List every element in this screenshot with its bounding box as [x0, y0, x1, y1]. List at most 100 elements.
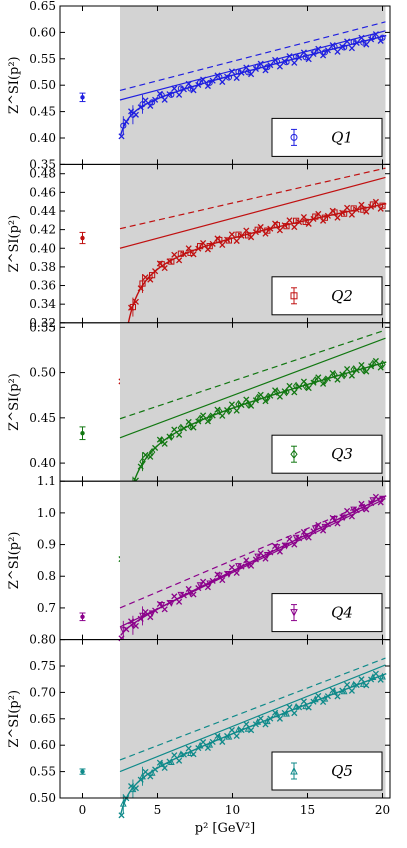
- data-point: [176, 257, 183, 264]
- y-tick-label: 0.80: [29, 633, 56, 647]
- y-tick-label: 0.32: [29, 316, 56, 330]
- data-point: [291, 710, 298, 717]
- data-marker: [264, 64, 271, 71]
- data-marker: [158, 760, 166, 767]
- y-tick-label: 0.40: [29, 456, 56, 470]
- data-point: [276, 548, 283, 555]
- solid-fit-line: [119, 337, 386, 439]
- data-point: [372, 31, 379, 38]
- data-point: [152, 766, 159, 773]
- data-marker: [254, 63, 261, 70]
- y-tick-label: 0.42: [29, 223, 56, 237]
- data-marker: [369, 201, 376, 208]
- data-point: [219, 412, 226, 419]
- data-point: [132, 298, 139, 305]
- data-marker: [225, 237, 233, 244]
- data-point: [248, 402, 255, 409]
- y-tick-label: 0.8: [37, 569, 56, 583]
- data-marker: [245, 232, 252, 239]
- data-marker: [379, 202, 386, 209]
- data-marker: [148, 447, 156, 457]
- data-marker: [139, 612, 146, 620]
- data-point: [315, 210, 322, 217]
- panel-1: 0.35 0.40 0.45 0.50 0.55 0.60 0.65 Z^SI(p²) Q1: [7, 0, 391, 171]
- data-point: [286, 217, 293, 224]
- data-marker: [283, 59, 290, 66]
- data-point: [171, 593, 178, 600]
- data-point: [200, 578, 207, 585]
- data-point: [305, 704, 312, 711]
- data-point: [305, 220, 312, 227]
- zero-point: [80, 95, 85, 100]
- data-point: [276, 715, 283, 722]
- y-tick-label: 0.55: [29, 765, 56, 779]
- data-point: [276, 63, 283, 70]
- data-marker: [379, 672, 386, 680]
- data-point: [123, 626, 130, 633]
- data-point: [276, 227, 283, 234]
- data-point: [176, 757, 183, 764]
- y-tick-label: 0.60: [29, 25, 56, 39]
- data-marker: [235, 725, 242, 733]
- data-point: [171, 752, 178, 759]
- data-point: [209, 412, 216, 419]
- dashed-fit-line: [119, 494, 386, 609]
- zero-point: [80, 614, 85, 619]
- data-marker: [139, 101, 146, 108]
- data-point: [257, 550, 264, 557]
- solid-fit-line: [119, 176, 386, 249]
- data-point: [334, 520, 341, 527]
- data-point: [190, 591, 197, 598]
- legend-box: [271, 276, 383, 316]
- data-point: [176, 91, 183, 98]
- data-point: [372, 198, 379, 205]
- data-point: [353, 39, 360, 47]
- data-marker: [225, 732, 233, 740]
- data-marker: [129, 303, 137, 311]
- y-tick-label: 0.55: [29, 320, 56, 334]
- data-point: [296, 54, 303, 61]
- data-marker: [302, 218, 309, 225]
- data-marker: [254, 717, 262, 725]
- data-marker: [311, 695, 319, 703]
- data-point: [161, 440, 168, 447]
- data-point: [296, 704, 303, 711]
- data-point: [248, 727, 255, 734]
- data-marker: [254, 226, 261, 233]
- y-tick-label: 0.75: [29, 659, 56, 673]
- data-point: [257, 391, 264, 398]
- data-point: [334, 214, 341, 221]
- data-marker: [273, 58, 280, 65]
- y-tick-label: 0.35: [29, 157, 56, 171]
- data-marker: [158, 436, 165, 445]
- data-point: [324, 375, 331, 382]
- data-marker: [149, 99, 156, 106]
- data-point: [142, 274, 149, 281]
- data-point: [324, 47, 331, 54]
- data-point: [344, 681, 351, 688]
- dashed-fit-line: [119, 167, 386, 230]
- data-point: [238, 563, 245, 570]
- data-point: [219, 241, 226, 249]
- data-marker: [273, 222, 280, 229]
- data-point: [190, 751, 197, 758]
- data-point: [353, 507, 360, 514]
- data-point: [286, 535, 293, 543]
- dashed-fit-line: [119, 657, 386, 761]
- data-point: [152, 268, 159, 275]
- legend-marker: [290, 609, 298, 617]
- data-point: [161, 96, 168, 103]
- data-marker: [139, 772, 146, 780]
- data-marker: [167, 758, 175, 765]
- y-tick-label: 0.38: [29, 260, 56, 274]
- legend-label: Q4: [331, 604, 353, 622]
- data-point: [180, 751, 187, 758]
- data-marker: [379, 34, 386, 41]
- data-point: [142, 608, 149, 616]
- data-point: [161, 606, 168, 613]
- data-point: [123, 118, 130, 125]
- y-tick-label: 0.46: [29, 185, 56, 199]
- data-point: [334, 693, 341, 700]
- data-point: [118, 812, 125, 819]
- data-marker: [379, 360, 386, 369]
